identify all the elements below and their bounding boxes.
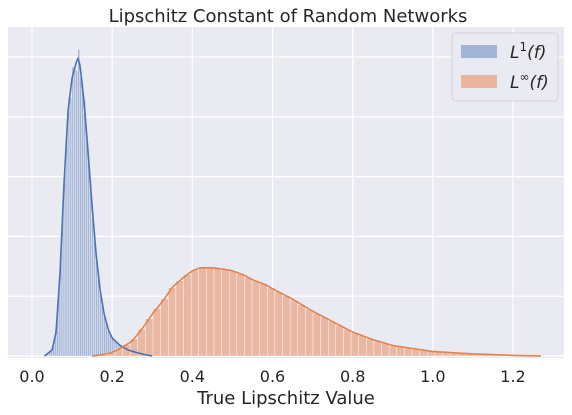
histogram-bar	[65, 128, 69, 357]
bars	[44, 48, 527, 357]
kde-curve	[43, 57, 153, 357]
chart-title: Lipschitz Constant of Random Networks	[109, 6, 468, 27]
histogram-bar	[75, 70, 79, 357]
histogram-bar	[145, 318, 154, 357]
histogram-bar	[206, 267, 215, 357]
x-tick-label: 1.0	[420, 367, 445, 386]
legend: L1(f) L∞(f)	[451, 32, 559, 102]
histogram-bar	[175, 280, 184, 357]
histogram-bar	[81, 92, 84, 357]
x-tick-label: 0.6	[260, 367, 285, 386]
histogram-bar	[85, 142, 88, 357]
x-axis-label: True Lipschitz Value	[196, 388, 375, 409]
legend-swatch	[461, 75, 497, 88]
histogram-bar	[89, 182, 92, 357]
histogram-bar	[87, 156, 90, 357]
histogram-bar	[381, 343, 390, 357]
histogram-bar	[404, 347, 413, 357]
legend-label: L1(f)	[510, 40, 546, 63]
histogram-bar	[91, 216, 94, 357]
histogram-bar	[190, 269, 199, 357]
x-tick-label: 0.8	[340, 367, 365, 386]
histogram-bar	[259, 283, 268, 357]
histogram-bar	[251, 280, 260, 357]
histogram-bar	[160, 298, 169, 357]
legend-label: L∞(f)	[510, 70, 549, 93]
histogram-bar	[73, 66, 77, 357]
histogram-bar	[244, 277, 253, 357]
x-tick-label: 0.2	[99, 367, 124, 386]
x-tick-label: 0.4	[180, 367, 205, 386]
histogram-bar	[343, 329, 352, 357]
kde-curve	[92, 266, 542, 357]
histogram-bar	[358, 335, 367, 357]
histogram-bar	[198, 267, 207, 357]
histogram-bar	[388, 345, 397, 357]
histogram-bar	[107, 330, 110, 357]
histogram-bar	[282, 295, 291, 357]
histogram-bar	[297, 304, 306, 357]
histogram-bar	[289, 299, 298, 357]
histogram-bar	[213, 268, 222, 357]
histogram-bar	[152, 308, 161, 357]
histogram-bar	[229, 270, 238, 357]
histogram-bar	[71, 66, 75, 357]
histogram-bar	[67, 96, 71, 357]
histogram-bar	[373, 340, 382, 357]
histogram-bar	[183, 274, 192, 357]
histogram-bar	[63, 171, 67, 357]
histogram-bar	[335, 325, 344, 357]
histogram-bar	[396, 346, 405, 357]
histogram-bar	[77, 48, 80, 357]
histogram-bar	[83, 100, 86, 357]
histogram-bar	[350, 332, 359, 357]
histogram-bar	[95, 257, 98, 357]
histogram-bar	[267, 287, 276, 357]
histogram-bar	[168, 287, 177, 357]
histogram-bar	[366, 338, 375, 357]
histogram-bar	[101, 304, 104, 357]
x-ticks: 0.0 0.2 0.4 0.6 0.8 1.0 1.2	[19, 367, 525, 386]
legend-swatch	[461, 45, 497, 58]
histogram-bar	[79, 77, 82, 357]
curves	[43, 57, 542, 357]
x-tick-label: 0.0	[19, 367, 44, 386]
histogram-bar	[97, 276, 100, 357]
histogram-bar	[236, 273, 245, 357]
histogram-bar	[221, 269, 230, 357]
x-tick-label: 1.2	[500, 367, 525, 386]
histogram-bar	[312, 313, 321, 357]
histogram-bar	[103, 314, 106, 357]
histogram-bar	[305, 308, 314, 357]
histogram-bar	[320, 317, 329, 357]
histogram-bar	[274, 291, 283, 357]
histogram-bar	[328, 321, 337, 357]
histogram-bar	[69, 97, 73, 357]
